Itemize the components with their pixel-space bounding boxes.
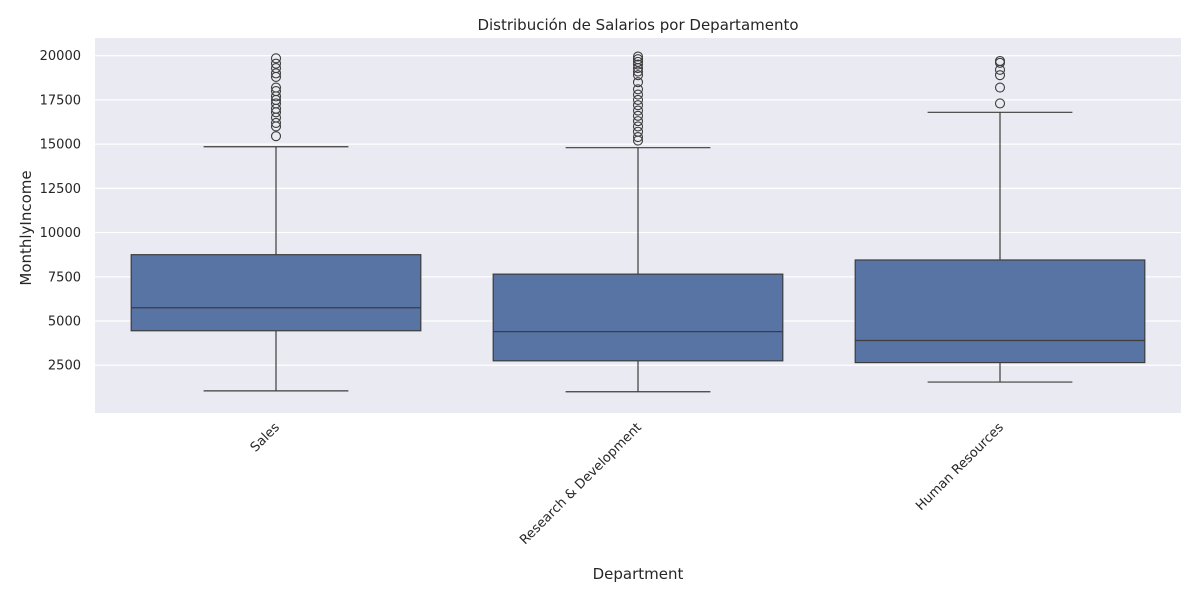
outlier-point bbox=[632, 84, 644, 95]
x-axis-label: Department bbox=[593, 565, 684, 583]
y-tick-label: 15000 bbox=[40, 138, 81, 153]
iqr-box bbox=[130, 254, 422, 332]
box-sales bbox=[130, 53, 422, 392]
outlier-point bbox=[994, 70, 1006, 81]
outlier-point bbox=[270, 63, 282, 74]
box-research-development bbox=[492, 51, 784, 393]
outlier-point bbox=[632, 66, 644, 77]
outlier-point bbox=[994, 82, 1006, 93]
box-human-resources bbox=[854, 55, 1146, 383]
outlier-point bbox=[270, 58, 282, 69]
outlier-point bbox=[632, 77, 644, 88]
outlier-point bbox=[632, 54, 644, 65]
outlier-point bbox=[270, 82, 282, 93]
outlier-point bbox=[632, 116, 644, 127]
x-tick-labels: Sales Research & Development Human Resourc… bbox=[248, 420, 1007, 548]
y-axis-label: MonthlyIncome bbox=[17, 170, 35, 285]
outlier-point bbox=[632, 100, 644, 111]
x-tick-label: Sales bbox=[248, 420, 283, 455]
iqr-box bbox=[854, 259, 1146, 364]
x-tick-label: Research & Development bbox=[517, 420, 645, 548]
outlier-point bbox=[270, 86, 282, 97]
outlier-point bbox=[270, 117, 282, 128]
y-tick-label: 10000 bbox=[40, 226, 81, 241]
outlier-point bbox=[632, 94, 644, 105]
y-tick-label: 2500 bbox=[48, 359, 81, 374]
y-tick-label: 17500 bbox=[40, 93, 81, 108]
outlier-point bbox=[994, 55, 1006, 67]
outlier-point bbox=[994, 98, 1006, 109]
outlier-point bbox=[632, 126, 644, 137]
outlier-point bbox=[632, 59, 644, 70]
outlier-point bbox=[632, 56, 644, 67]
outlier-point bbox=[270, 98, 282, 109]
y-tick-label: 20000 bbox=[40, 49, 81, 64]
y-tick-label: 12500 bbox=[40, 182, 81, 197]
outlier-point bbox=[632, 121, 644, 132]
outlier-point bbox=[632, 132, 644, 143]
chart-title: Distribución de Salarios por Departament… bbox=[477, 16, 798, 34]
outlier-point bbox=[270, 68, 282, 79]
outlier-point bbox=[632, 89, 644, 100]
outlier-point bbox=[270, 131, 282, 142]
outlier-point bbox=[270, 53, 282, 64]
y-tick-label: 7500 bbox=[48, 270, 81, 285]
y-tick-label: 5000 bbox=[48, 315, 81, 330]
x-tick-label: Human Resources bbox=[913, 420, 1007, 514]
outlier-point bbox=[632, 110, 644, 121]
iqr-box bbox=[492, 273, 784, 362]
y-tick-labels: 2500 5000 7500 10000 12500 15000 17500 20000 bbox=[40, 49, 81, 374]
boxes-group bbox=[130, 51, 1146, 393]
outlier-point bbox=[632, 105, 644, 116]
outlier-point bbox=[632, 51, 644, 62]
outlier-point bbox=[632, 70, 644, 81]
